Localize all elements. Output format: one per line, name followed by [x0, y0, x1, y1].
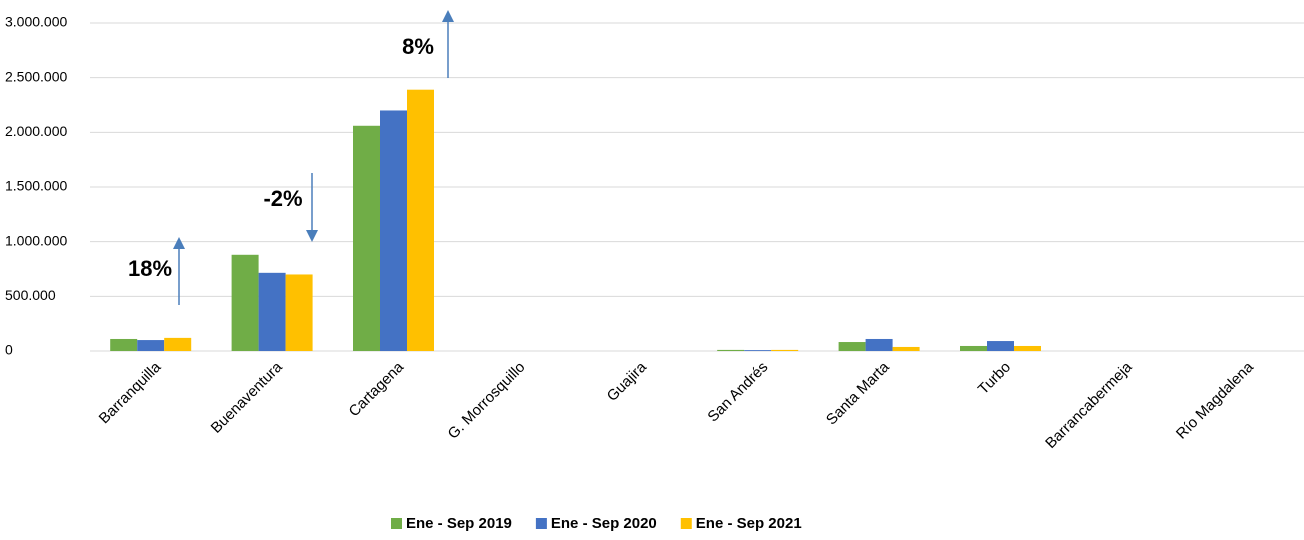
y-tick-label: 0 [5, 342, 13, 358]
bar [744, 350, 772, 351]
x-tick-label: Buenaventura [208, 358, 287, 437]
bar [960, 345, 987, 351]
annotation: 8% [402, 34, 434, 59]
bar [380, 110, 407, 351]
bar [717, 349, 745, 351]
bar [258, 272, 286, 351]
bar [407, 89, 434, 352]
x-tick-label: San Andrés [704, 359, 771, 426]
x-tick-label: Guajira [604, 358, 651, 405]
legend-swatch [680, 518, 692, 529]
arrow-head [442, 10, 454, 22]
x-tick-label: Barranquilla [96, 358, 165, 427]
annotation: -2% [263, 186, 302, 211]
y-tick-label: 3.000.000 [5, 14, 67, 30]
x-tick-label: Santa Marta [823, 358, 893, 428]
y-tick-label: 1.000.000 [5, 232, 67, 248]
bar [164, 337, 192, 351]
x-tick-label: Barrancabermeja [1042, 358, 1136, 452]
legend-label: Ene - Sep 2020 [551, 515, 657, 532]
bar [1014, 345, 1041, 351]
y-tick-label: 500.000 [5, 287, 56, 303]
bar [838, 342, 866, 351]
x-tick-label: Turbo [975, 359, 1014, 398]
bar [771, 349, 799, 351]
x-tick-label: G. Morrosquillo [445, 359, 529, 443]
y-tick-label: 2.500.000 [5, 68, 67, 84]
legend-swatch [535, 518, 547, 529]
legend-label: Ene - Sep 2019 [406, 515, 512, 532]
bar [353, 125, 380, 351]
bar [137, 340, 165, 351]
bar [892, 346, 920, 351]
bar [987, 341, 1014, 351]
legend-swatch [391, 518, 402, 529]
arrow-head [306, 230, 318, 242]
bar [231, 254, 259, 351]
y-tick-label: 1.500.000 [5, 178, 67, 194]
annotation: 18% [128, 256, 172, 281]
y-tick-label: 2.000.000 [5, 123, 67, 139]
arrow-head [173, 237, 185, 249]
bar [865, 338, 893, 351]
x-tick-label: Cartagena [346, 358, 408, 420]
bar [110, 338, 138, 351]
legend-label: Ene - Sep 2021 [696, 515, 802, 532]
bar [285, 274, 313, 351]
x-tick-label: Río Magdalena [1173, 358, 1257, 442]
